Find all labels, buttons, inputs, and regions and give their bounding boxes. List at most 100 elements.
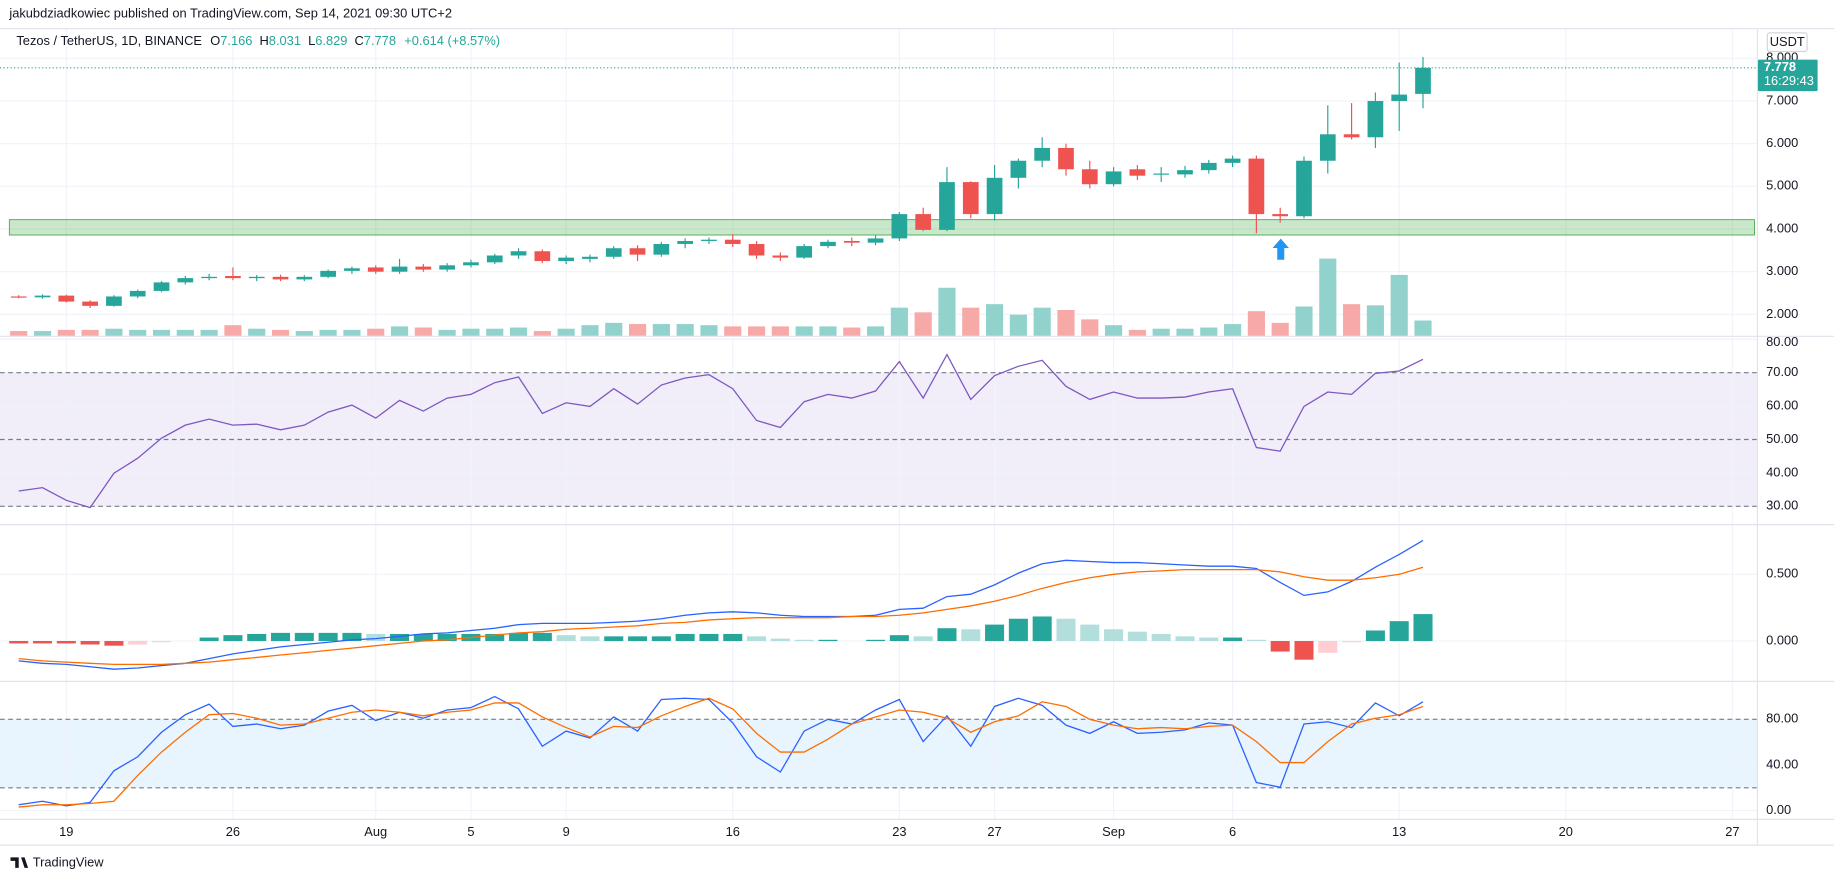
legend-value: 7.166: [220, 34, 252, 49]
candle-body: [1177, 170, 1193, 175]
y-tick-label: 40.00: [1766, 756, 1798, 771]
x-tick-label: 5: [467, 824, 474, 839]
volume-bar: [676, 324, 694, 336]
histogram-bar: [294, 632, 314, 642]
volume-bar: [105, 328, 123, 336]
candle-body: [1224, 158, 1241, 163]
candle-body: [391, 266, 408, 272]
candle-body: [225, 275, 241, 279]
candle-body: [439, 265, 455, 270]
histogram-bar: [794, 639, 814, 642]
histogram-bar: [1342, 641, 1362, 643]
volume-bar: [1366, 305, 1384, 336]
histogram-bar: [152, 641, 172, 643]
y-tick-label: 0.00: [1766, 802, 1791, 817]
volume-bar: [57, 329, 75, 336]
candle-body: [1129, 169, 1146, 176]
candle-body: [748, 243, 765, 256]
y-tick-label: 0.500: [1766, 566, 1798, 581]
histogram-bar: [437, 633, 457, 642]
y-tick-label: 2.000: [1766, 306, 1798, 321]
volume-bar: [628, 324, 647, 336]
histogram-bar: [342, 632, 362, 642]
histogram-bar: [104, 641, 124, 646]
candle-body: [248, 276, 265, 279]
volume-bar: [152, 329, 171, 336]
histogram-bar: [1413, 614, 1433, 642]
candle-body: [463, 262, 479, 266]
y-tick-label: 6.000: [1766, 135, 1798, 150]
volume-bar: [10, 331, 28, 336]
volume-bar: [1247, 311, 1265, 336]
candle-body: [629, 248, 646, 255]
histogram-bar: [889, 635, 909, 642]
histogram-bar: [675, 633, 695, 642]
x-tick-label: 9: [563, 824, 570, 839]
histogram-bar: [556, 635, 576, 642]
x-tick-label: 20: [1559, 824, 1573, 839]
histogram-bar: [1175, 636, 1195, 642]
volume-bar: [200, 329, 218, 336]
candle-body: [1034, 147, 1051, 161]
histogram-bar: [1080, 624, 1100, 642]
histogram-bar: [485, 633, 505, 642]
volume-bar: [557, 328, 575, 336]
volume-bar: [509, 327, 528, 336]
candle-body: [1367, 100, 1384, 138]
candle-body: [582, 256, 598, 259]
y-tick-label: 0.000: [1766, 632, 1798, 647]
histogram-bar: [128, 641, 148, 645]
histogram-bar: [56, 641, 76, 644]
volume-bar: [1152, 328, 1170, 336]
candle-body: [605, 248, 622, 257]
y-tick-label: 40.00: [1766, 464, 1798, 479]
candle-body: [510, 251, 527, 256]
volume-bar: [890, 307, 908, 336]
candle-body: [796, 246, 813, 258]
y-tick-label: 70.00: [1766, 364, 1798, 379]
currency-box[interactable]: [1766, 32, 1808, 53]
volume-bar: [843, 327, 861, 336]
histogram-bar: [1199, 637, 1219, 642]
candle-body: [34, 295, 51, 298]
histogram-bar: [961, 629, 981, 642]
candle-body: [534, 251, 551, 262]
support-zone: [8, 219, 1755, 236]
x-tick-label: 13: [1392, 824, 1406, 839]
volume-bar: [747, 326, 766, 336]
legend-value: 6.829: [315, 34, 347, 49]
candle-body: [129, 290, 146, 297]
volume-bar: [129, 329, 147, 336]
histogram-bar: [1151, 633, 1171, 642]
volume-bar: [1319, 258, 1337, 336]
candle-body: [344, 268, 360, 271]
volume-bar: [343, 329, 361, 336]
volume-bar: [1128, 329, 1146, 336]
countdown: 16:29:43: [1764, 73, 1814, 88]
y-tick-label: 80.00: [1766, 334, 1798, 349]
arrow-annotation: [1272, 238, 1289, 260]
candle-body: [915, 214, 932, 230]
candle-body: [296, 276, 313, 280]
candle-body: [1319, 134, 1336, 161]
histogram-bar: [413, 633, 433, 642]
volume-bar: [1033, 307, 1051, 336]
candle-body: [320, 270, 336, 277]
candle-body: [1058, 147, 1074, 170]
histogram-bar: [985, 624, 1005, 642]
histogram-bar: [770, 638, 790, 642]
volume-bar: [224, 325, 242, 336]
candle-body: [867, 238, 884, 243]
histogram-bar: [723, 633, 743, 642]
candle-body: [891, 214, 908, 239]
x-tick-label: 16: [726, 824, 740, 839]
candle-body: [1415, 67, 1431, 94]
histogram-bar: [604, 636, 624, 642]
candle-body: [939, 182, 955, 230]
histogram-bar: [390, 633, 410, 642]
currency: USDT: [1770, 34, 1805, 49]
candle-body: [1296, 160, 1312, 217]
band-fill: [0, 719, 1757, 788]
volume-bar: [462, 328, 480, 336]
volume-bar: [81, 329, 99, 336]
